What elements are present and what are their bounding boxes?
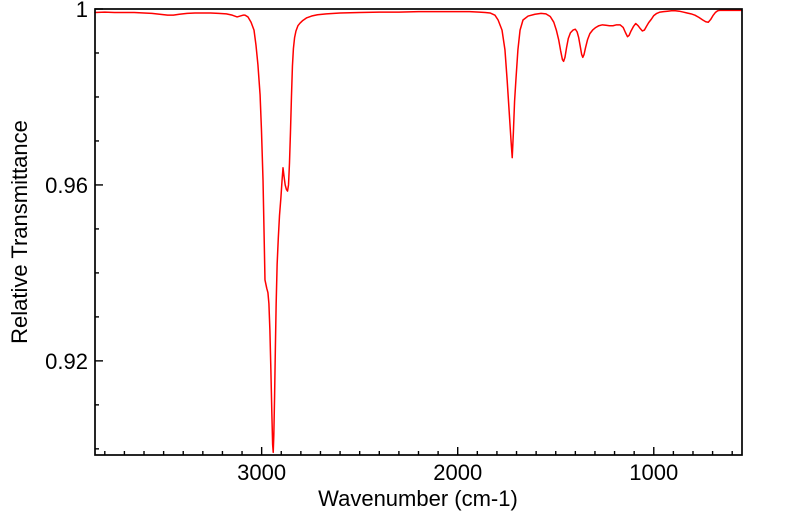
y-tick-label: 1 [76,0,88,22]
x-tick-label: 1000 [629,460,678,485]
y-axis-label: Relative Transmittance [7,120,32,344]
x-tick-label: 2000 [433,460,482,485]
spectrum-line [94,9,743,454]
y-tick-label: 0.92 [45,349,88,374]
axis-ticks [95,8,733,455]
x-axis-label: Wavenumber (cm-1) [318,486,518,511]
y-tick-label: 0.96 [45,173,88,198]
x-tick-label: 3000 [237,460,286,485]
plot-frame [94,8,743,456]
spectrum-series-group [94,9,743,454]
axis-tick-labels: 3000 2000 1000 1 0.96 0.92 [45,0,678,485]
